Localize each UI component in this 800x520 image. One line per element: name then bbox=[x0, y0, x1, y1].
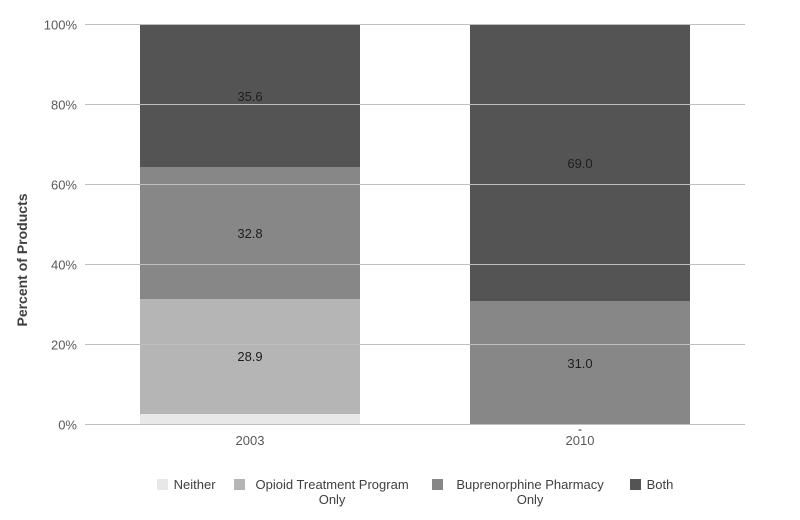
x-category-label: 2003 bbox=[140, 433, 360, 448]
bar-segment: 35.6 bbox=[140, 25, 360, 167]
legend-label: Buprenorphine Pharmacy Only bbox=[449, 477, 612, 508]
legend-swatch bbox=[157, 479, 168, 490]
bar: 31.069.0 bbox=[470, 25, 690, 425]
legend-label: Neither bbox=[174, 477, 216, 493]
legend-swatch bbox=[234, 479, 245, 490]
y-tick-label: 20% bbox=[51, 338, 85, 353]
gridline bbox=[85, 264, 745, 265]
legend-label: Opioid Treatment Program Only bbox=[251, 477, 414, 508]
y-axis-title: Percent of Products bbox=[14, 193, 30, 326]
stacked-bar-chart: Percent of Products 2.728.932.835.62003-… bbox=[0, 0, 800, 520]
legend-item: Neither bbox=[157, 477, 216, 508]
bar-segment: 32.8 bbox=[140, 167, 360, 298]
gridline bbox=[85, 344, 745, 345]
gridline bbox=[85, 184, 745, 185]
legend-swatch bbox=[432, 479, 443, 490]
bar-segment: 28.9 bbox=[140, 299, 360, 415]
bar-group: 2.728.932.835.62003 bbox=[140, 25, 360, 425]
legend-item: Buprenorphine Pharmacy Only bbox=[432, 477, 612, 508]
y-tick-label: 60% bbox=[51, 178, 85, 193]
plot-area: 2.728.932.835.62003-31.069.02010 0%20%40… bbox=[85, 25, 745, 425]
legend-item: Opioid Treatment Program Only bbox=[234, 477, 414, 508]
gridline bbox=[85, 24, 745, 25]
gridline bbox=[85, 424, 745, 425]
gridline bbox=[85, 104, 745, 105]
legend-swatch bbox=[630, 479, 641, 490]
bars-row: 2.728.932.835.62003 -31.069.02010 bbox=[85, 25, 745, 425]
bar-segment: 31.0 bbox=[470, 301, 690, 425]
y-tick-label: 80% bbox=[51, 98, 85, 113]
y-tick-label: 0% bbox=[58, 418, 85, 433]
legend-label: Both bbox=[647, 477, 674, 493]
legend: Neither Opioid Treatment Program Only Bupr… bbox=[85, 477, 745, 508]
y-tick-label: 100% bbox=[44, 18, 85, 33]
y-tick-label: 40% bbox=[51, 258, 85, 273]
bar-segment: 69.0 bbox=[470, 25, 690, 301]
bar: 28.932.835.6 bbox=[140, 25, 360, 425]
bar-group: -31.069.02010 bbox=[470, 25, 690, 425]
x-category-label: 2010 bbox=[470, 433, 690, 448]
legend-item: Both bbox=[630, 477, 674, 508]
